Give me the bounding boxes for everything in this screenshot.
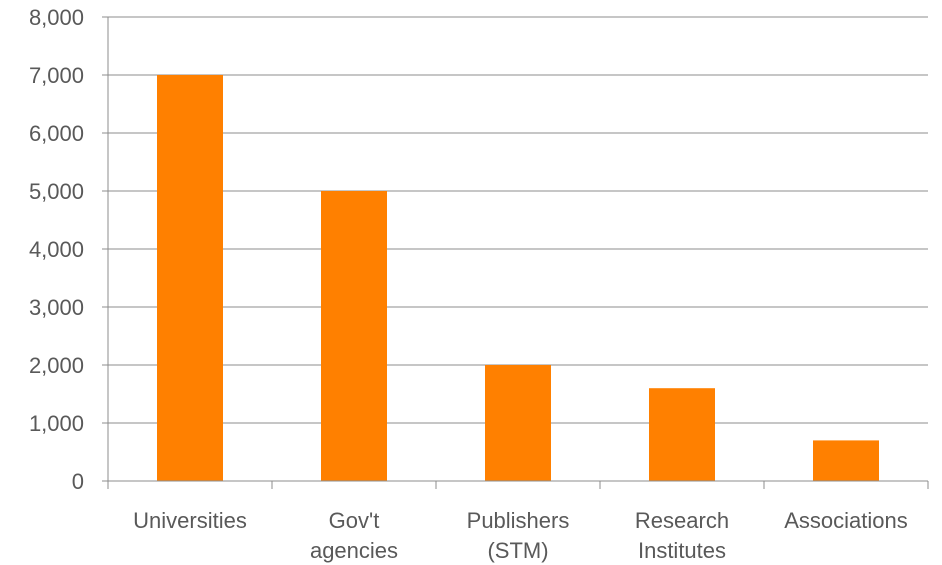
y-tick-label: 4,000 [29,237,84,262]
axes [102,16,929,489]
bar [485,365,551,481]
y-tick-label: 5,000 [29,179,84,204]
x-axis-category-labels: Universities Gov't agencies Publishers (STM)… [133,508,908,563]
x-category-label: Gov't agencies [310,508,398,563]
x-category-label-line: Gov't [329,508,380,533]
x-category-label-line: Associations [784,508,908,533]
bar [157,75,223,481]
x-category-label-line: Universities [133,508,247,533]
y-tick-label: 6,000 [29,121,84,146]
y-tick-label: 2,000 [29,353,84,378]
x-category-label: Research Institutes [635,508,729,563]
x-category-label-line: Research [635,508,729,533]
bars [157,75,879,481]
x-category-label-line: (STM) [487,538,548,563]
y-tick-label: 1,000 [29,411,84,436]
x-category-label: Universities [133,508,247,533]
y-tick-label: 3,000 [29,295,84,320]
bar [321,191,387,481]
y-axis-tick-labels: 0 1,000 2,000 3,000 4,000 5,000 6,000 7,000 8,00… [29,5,84,494]
gridlines [108,16,928,424]
x-category-label: Associations [784,508,908,533]
x-category-label-line: Institutes [638,538,726,563]
x-category-label-line: Publishers [467,508,570,533]
bar [649,388,715,481]
y-tick-label: 7,000 [29,63,84,88]
y-tick-label: 8,000 [29,5,84,30]
y-tick-label: 0 [72,469,84,494]
x-category-label: Publishers (STM) [467,508,570,563]
x-category-label-line: agencies [310,538,398,563]
bar [813,440,879,481]
